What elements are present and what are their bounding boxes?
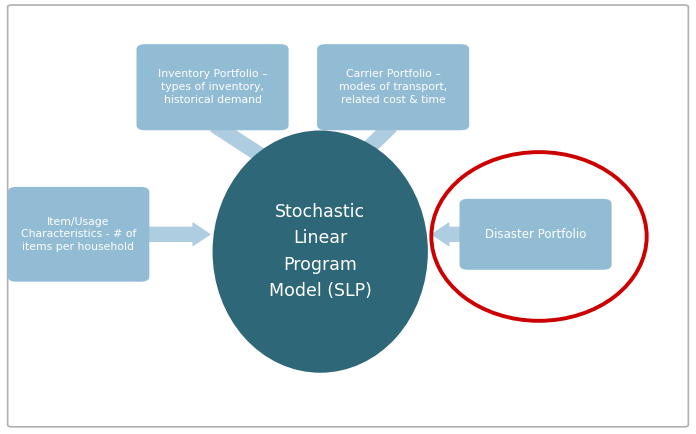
FancyArrowPatch shape <box>211 120 287 172</box>
Text: Disaster Portfolio: Disaster Portfolio <box>485 228 586 241</box>
Text: Inventory Portfolio –
types of inventory,
historical demand: Inventory Portfolio – types of inventory… <box>158 69 267 105</box>
FancyBboxPatch shape <box>8 187 150 282</box>
FancyArrowPatch shape <box>432 223 467 245</box>
FancyBboxPatch shape <box>136 44 289 130</box>
Text: Item/Usage
Characteristics - # of
items per household: Item/Usage Characteristics - # of items … <box>21 217 136 252</box>
FancyBboxPatch shape <box>459 199 612 270</box>
Text: Carrier Portfolio –
modes of transport,
related cost & time: Carrier Portfolio – modes of transport, … <box>339 69 448 105</box>
FancyArrowPatch shape <box>146 223 209 245</box>
Text: Stochastic
Linear
Program
Model (SLP): Stochastic Linear Program Model (SLP) <box>269 203 372 300</box>
FancyArrowPatch shape <box>347 121 396 170</box>
Ellipse shape <box>212 131 428 373</box>
FancyBboxPatch shape <box>317 44 469 130</box>
